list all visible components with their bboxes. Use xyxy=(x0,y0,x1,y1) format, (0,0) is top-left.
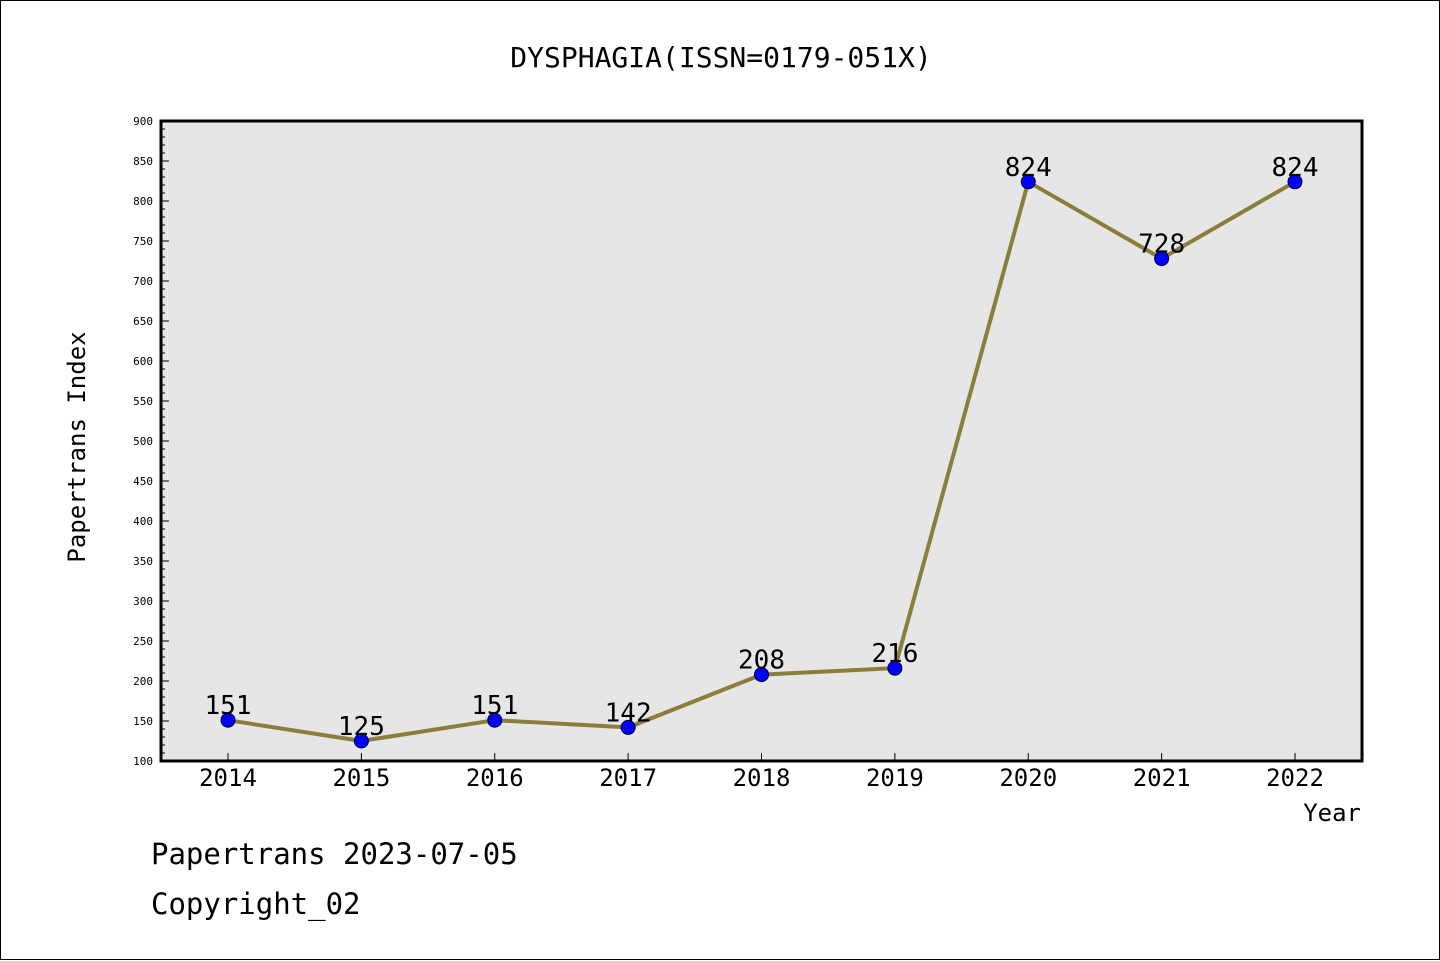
data-point xyxy=(1154,251,1170,267)
x-tick-label: 2018 xyxy=(733,764,791,792)
x-axis: 2014 2015 2016 2017 2018 2019 2020 2021 2022 xyxy=(199,753,1324,792)
y-axis: 100 150 200 250 300 350 400 450 500 550 600 650 700 7… xyxy=(133,115,169,768)
y-tick-label: 350 xyxy=(133,555,153,568)
data-point xyxy=(887,660,903,676)
chart-title: DYSPHAGIA(ISSN=0179-051X) xyxy=(510,41,931,74)
x-axis-title: Year xyxy=(1303,799,1361,827)
data-point xyxy=(487,712,503,728)
data-label: 824 xyxy=(1005,153,1052,183)
y-tick-label: 800 xyxy=(133,195,153,208)
data-label: 208 xyxy=(738,646,785,676)
data-label: 151 xyxy=(205,691,252,721)
y-tick-label: 900 xyxy=(133,115,153,128)
data-labels: 151 125 151 142 208 216 824 728 824 xyxy=(205,153,1319,742)
y-tick-label: 650 xyxy=(133,315,153,328)
data-series xyxy=(220,174,1303,749)
y-tick-label: 600 xyxy=(133,355,153,368)
data-label: 216 xyxy=(871,639,918,669)
y-axis-title: Papertrans Index xyxy=(63,331,91,562)
x-tick-label: 2017 xyxy=(599,764,657,792)
y-tick-label: 500 xyxy=(133,435,153,448)
x-tick-label: 2019 xyxy=(866,764,924,792)
y-tick-label: 850 xyxy=(133,155,153,168)
data-label: 125 xyxy=(338,712,385,742)
data-point xyxy=(620,719,636,735)
data-label: 142 xyxy=(605,698,652,728)
plot-area xyxy=(159,119,1364,763)
data-point xyxy=(353,733,369,749)
data-point xyxy=(220,712,236,728)
data-point xyxy=(1020,174,1036,190)
x-tick-label: 2020 xyxy=(999,764,1057,792)
y-tick-label: 450 xyxy=(133,475,153,488)
x-tick-label: 2022 xyxy=(1266,764,1324,792)
y-tick-label: 100 xyxy=(133,755,153,768)
data-point xyxy=(754,667,769,683)
x-tick-label: 2021 xyxy=(1133,764,1191,792)
y-tick-label: 550 xyxy=(133,395,153,408)
y-tick-label: 400 xyxy=(133,515,153,528)
y-tick-label: 250 xyxy=(133,635,153,648)
x-tick-label: 2016 xyxy=(466,764,524,792)
data-label: 824 xyxy=(1272,153,1319,183)
footer-date-text: Papertrans 2023-07-05 xyxy=(151,837,518,871)
x-tick-label: 2015 xyxy=(332,764,390,792)
y-tick-label: 150 xyxy=(133,715,153,728)
data-label: 728 xyxy=(1138,230,1185,260)
x-tick-label: 2014 xyxy=(199,764,257,792)
data-point xyxy=(1287,174,1303,190)
y-tick-label: 300 xyxy=(133,595,153,608)
y-tick-label: 750 xyxy=(133,235,153,248)
data-label: 151 xyxy=(471,691,518,721)
y-tick-label: 200 xyxy=(133,675,153,688)
footer-copyright-text: Copyright_02 xyxy=(151,887,361,921)
y-tick-label: 700 xyxy=(133,275,153,288)
